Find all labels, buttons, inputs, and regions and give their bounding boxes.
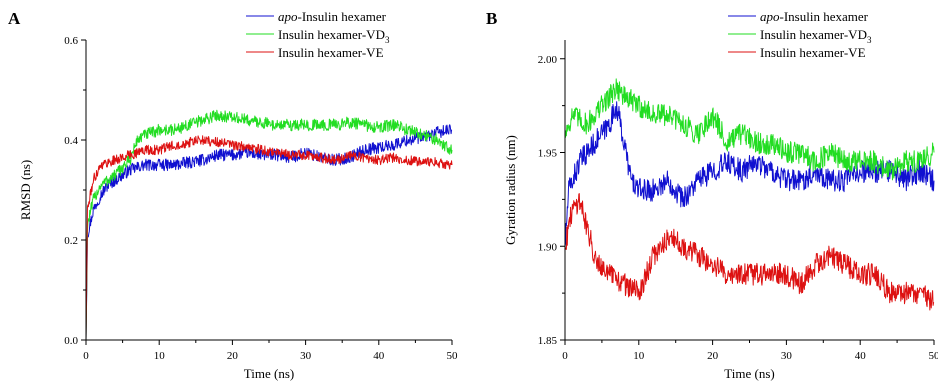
y-tick-label: 1.85: [538, 335, 558, 347]
series-line-0: [564, 101, 935, 247]
y-tick-label: 1.95: [538, 148, 558, 160]
legend-subscript: 3: [385, 35, 390, 45]
legend-label-1: Insulin hexamer-VD3: [278, 27, 390, 45]
x-tick-label: 30: [300, 350, 312, 362]
series-line-2: [564, 193, 935, 311]
y-axis-label: Gyration radius (nm): [503, 135, 518, 245]
legend-text: -Insulin hexamer: [780, 9, 869, 24]
y-tick-label: 1.90: [538, 241, 558, 253]
legend-label-2: Insulin hexamer-VE: [760, 45, 866, 60]
x-tick-label: 10: [154, 350, 166, 362]
y-tick-label: 0.6: [64, 35, 78, 47]
panel-label: B: [486, 9, 497, 28]
y-axis-label: RMSD (ns): [18, 160, 33, 220]
series-line-1: [85, 109, 453, 341]
y-tick-label: 2.00: [538, 54, 558, 66]
legend-prefix: apo: [760, 9, 780, 24]
legend-text: Insulin hexamer-VE: [278, 45, 384, 60]
x-tick-label: 50: [447, 350, 459, 362]
legend-text: -Insulin hexamer: [298, 9, 387, 24]
x-tick-label: 30: [781, 350, 793, 362]
legend-label-1: Insulin hexamer-VD3: [760, 27, 872, 45]
legend-prefix: apo: [278, 9, 298, 24]
legend-text: Insulin hexamer-VD: [760, 27, 867, 42]
x-tick-label: 50: [929, 350, 938, 362]
series-line-1: [564, 78, 935, 181]
x-axis-label: Time (ns): [724, 366, 774, 381]
panel-b: 0 10 20 30 40 50 1.85 1.90 1.95 2.00 Time (ns) Gyra…: [486, 9, 938, 381]
x-tick-label: 10: [633, 350, 645, 362]
legend-text: Insulin hexamer-VE: [760, 45, 866, 60]
y-tick-label: 0.4: [64, 135, 78, 147]
legend-label-2: Insulin hexamer-VE: [278, 45, 384, 60]
legend-label-0: apo-Insulin hexamer: [760, 9, 869, 24]
x-tick-label: 0: [562, 350, 568, 362]
series-line-2: [85, 135, 453, 341]
x-tick-label: 0: [83, 350, 89, 362]
y-tick-label: 0.2: [64, 235, 78, 247]
x-tick-label: 20: [707, 350, 719, 362]
x-tick-label: 20: [227, 350, 239, 362]
x-axis-label: Time (ns): [244, 366, 294, 381]
x-tick-label: 40: [373, 350, 385, 362]
panel-a: 0 10 20 30 40 50 0.0 0.2 0.4 0.6 Time (ns) RMSD (ns…: [8, 9, 458, 381]
legend-subscript: 3: [867, 35, 872, 45]
legend-label-0: apo-Insulin hexamer: [278, 9, 387, 24]
panel-label: A: [8, 9, 21, 28]
legend-text: Insulin hexamer-VD: [278, 27, 385, 42]
y-tick-label: 0.0: [64, 335, 78, 347]
x-tick-label: 40: [855, 350, 867, 362]
